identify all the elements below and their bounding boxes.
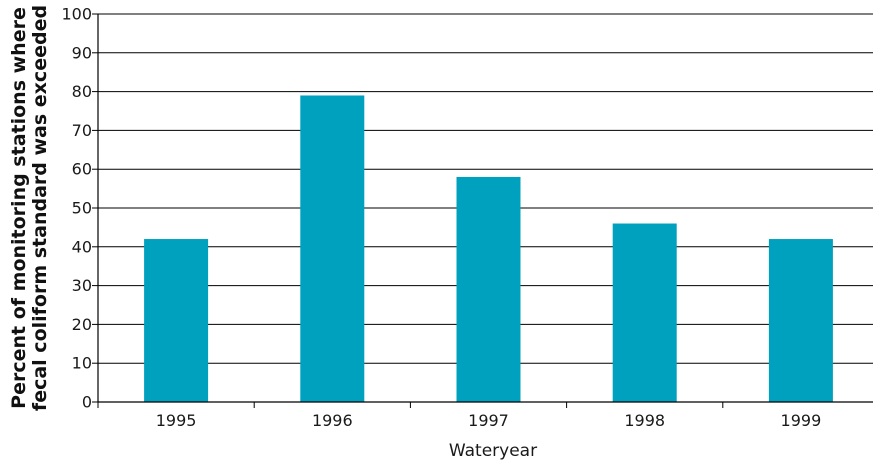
x-tick-label: 1998: [624, 411, 665, 430]
bar-1998: [612, 223, 677, 402]
y-tick-labels: 0 10 20 30 40 50 60 70 80 90 100: [61, 5, 92, 412]
y-tick-label: 70: [72, 121, 92, 140]
y-tick-label: 30: [72, 276, 92, 295]
y-tick-label: 0: [82, 393, 92, 412]
y-tick-label: 40: [72, 237, 92, 256]
y-tick-label: 10: [72, 354, 92, 373]
axes: [92, 13, 873, 408]
bars: [144, 95, 833, 402]
bar-1997: [456, 176, 521, 402]
y-axis-title-line-1: Percent of monitoring stations where: [8, 7, 30, 409]
y-axis-title-line-2: fecal coliform standard was exceeded: [29, 5, 51, 411]
x-tick-labels: 1995 1996 1997 1998 1999: [156, 411, 822, 430]
y-tick-label: 20: [72, 315, 92, 334]
x-tick-label: 1999: [781, 411, 822, 430]
y-tick-label: 80: [72, 82, 92, 101]
y-tick-label: 100: [61, 5, 92, 24]
x-tick-label: 1996: [312, 411, 353, 430]
y-tick-label: 50: [72, 199, 92, 218]
y-tick-label: 90: [72, 43, 92, 62]
x-axis-title: Wateryear: [449, 441, 537, 461]
y-tick-label: 60: [72, 160, 92, 179]
x-tick-label: 1995: [156, 411, 197, 430]
bar-1995: [144, 239, 209, 402]
bar-1999: [768, 239, 833, 402]
x-tick-label: 1997: [468, 411, 509, 430]
bar-1996: [300, 95, 365, 402]
